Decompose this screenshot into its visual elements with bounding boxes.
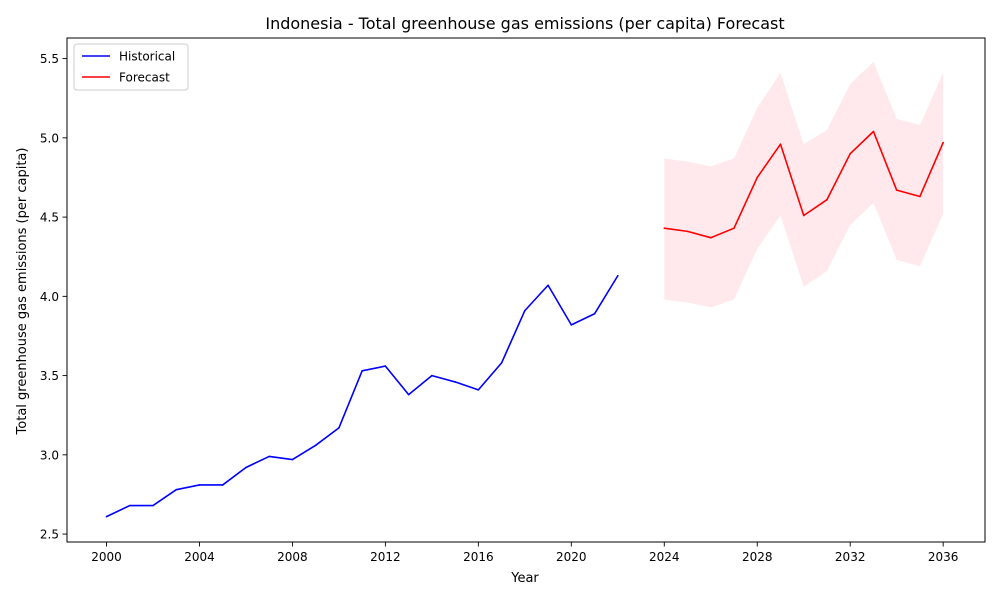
historical-data-point [431, 374, 433, 377]
forecast-data-point [919, 195, 921, 198]
historical-data-point [384, 365, 387, 367]
forecast-data-point [709, 236, 712, 239]
x-tick-label: 2000 [91, 550, 122, 564]
x-tick-label: 2008 [277, 550, 308, 564]
plot-frame [66, 37, 986, 543]
x-tick-label: 2012 [370, 550, 401, 564]
x-tick-label: 2024 [649, 550, 680, 564]
historical-data-point [245, 466, 247, 469]
x-tick-label: 2028 [742, 550, 773, 564]
historical-data-point [338, 427, 340, 429]
x-tick-label: 2032 [835, 550, 866, 564]
forecast-data-point [872, 130, 875, 133]
historical-data-point [314, 444, 317, 447]
series-line-layer [105, 130, 944, 518]
forecast-data-point [826, 198, 828, 201]
historical-data-point [454, 381, 456, 383]
historical-series-line [106, 275, 619, 518]
historical-data-point [617, 274, 619, 277]
historical-data-point [407, 393, 410, 396]
y-tick-label: 5.0 [40, 131, 59, 145]
historical-data-point [175, 488, 178, 491]
axes [66, 37, 986, 543]
x-tick-label: 2036 [928, 550, 959, 564]
historical-data-point [547, 284, 549, 287]
historical-data-point [593, 312, 596, 315]
forecast-data-point [802, 214, 805, 217]
forecast-data-point [756, 176, 759, 179]
y-tick-label: 3.5 [40, 369, 59, 383]
forecast-data-point [686, 230, 689, 233]
legend-label-forecast: Forecast [119, 71, 170, 85]
forecast-data-point [895, 189, 898, 191]
y-axis-label: Total greenhouse gas emissions (per capi… [15, 148, 30, 436]
forecast-data-point [849, 152, 852, 155]
historical-data-point [128, 504, 131, 507]
forecast-data-point [663, 227, 666, 229]
historical-data-point [198, 484, 201, 486]
forecast-data-point [942, 141, 944, 144]
forecast-data-point [779, 143, 782, 145]
forecast-confidence-band [664, 61, 944, 308]
chart-title: Indonesia - Total greenhouse gas emissio… [265, 14, 784, 33]
historical-data-point [570, 324, 573, 326]
x-axis-label: Year [510, 571, 539, 586]
historical-data-point [105, 515, 108, 518]
x-tick-label: 2004 [184, 550, 215, 564]
historical-data-point [268, 455, 270, 458]
historical-data-point [361, 370, 363, 372]
historical-data-point [477, 389, 480, 391]
forecast-data-point [733, 227, 735, 229]
y-tick-label: 5.5 [40, 52, 59, 66]
x-tick-label: 2016 [463, 550, 494, 564]
x-tick-label: 2020 [556, 550, 587, 564]
historical-data-point [152, 504, 154, 507]
historical-data-point [500, 362, 503, 364]
legend-label-historical: Historical [119, 50, 175, 64]
ticks: 2000 2004 2008 2012 2016 2020 2024 2028 2032 2036… [40, 52, 959, 564]
historical-data-point [221, 484, 224, 486]
y-tick-label: 4.5 [40, 211, 59, 225]
y-tick-label: 4.0 [40, 290, 59, 304]
legend: Historical Forecast [73, 43, 189, 91]
historical-data-point [291, 458, 294, 461]
y-tick-label: 2.5 [40, 528, 59, 542]
confidence-band-layer [664, 61, 944, 308]
y-tick-label: 3.0 [40, 448, 59, 462]
historical-data-point [524, 309, 526, 312]
